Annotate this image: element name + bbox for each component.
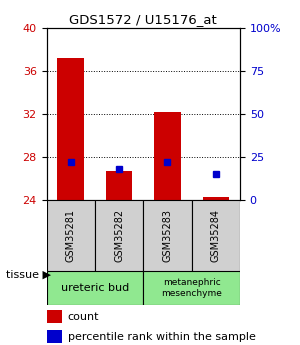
Bar: [106, 171, 132, 200]
Text: GSM35281: GSM35281: [66, 209, 76, 262]
Text: tissue ▶: tissue ▶: [6, 269, 51, 279]
Text: count: count: [68, 312, 99, 322]
Text: percentile rank within the sample: percentile rank within the sample: [68, 332, 255, 342]
Bar: [57, 58, 84, 200]
Text: metanephric
mesenchyme: metanephric mesenchyme: [161, 278, 222, 298]
Bar: [143, 271, 240, 305]
Bar: [202, 197, 229, 200]
Text: GSM35283: GSM35283: [162, 209, 172, 262]
Bar: [95, 200, 143, 271]
Bar: [46, 330, 62, 343]
Bar: [46, 310, 62, 323]
Title: GDS1572 / U15176_at: GDS1572 / U15176_at: [69, 13, 217, 27]
Bar: [154, 112, 181, 200]
Text: ureteric bud: ureteric bud: [61, 283, 129, 293]
Bar: [143, 200, 192, 271]
Bar: [192, 200, 240, 271]
Bar: [46, 271, 143, 305]
Bar: [46, 200, 95, 271]
Text: GSM35284: GSM35284: [211, 209, 221, 262]
Text: GSM35282: GSM35282: [114, 209, 124, 262]
